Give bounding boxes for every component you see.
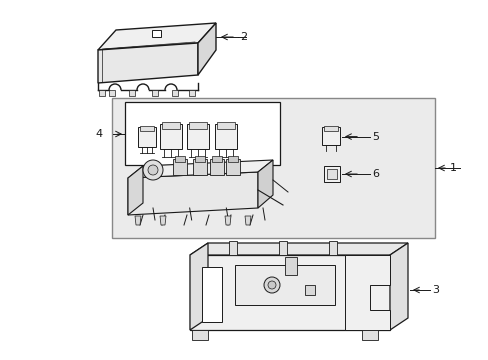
Polygon shape [224, 216, 230, 225]
Bar [112, 98, 434, 238]
Bar [195, 156, 204, 162]
Polygon shape [98, 43, 198, 83]
Polygon shape [128, 172, 258, 215]
Circle shape [148, 165, 158, 175]
Bar [189, 122, 206, 129]
Bar [305, 285, 314, 295]
Bar [138, 127, 156, 147]
Bar [173, 159, 186, 175]
Bar [328, 241, 336, 255]
Bar [125, 102, 280, 165]
Bar [99, 90, 105, 96]
Circle shape [142, 160, 163, 180]
Bar [189, 90, 195, 96]
Polygon shape [345, 255, 389, 330]
Polygon shape [128, 166, 142, 215]
Bar [109, 90, 115, 96]
Bar [152, 30, 161, 37]
Bar [152, 90, 158, 96]
Text: 6: 6 [371, 169, 378, 179]
Bar [323, 126, 338, 131]
Bar [279, 241, 286, 255]
Bar [285, 257, 296, 275]
Polygon shape [190, 243, 207, 330]
Text: 2: 2 [240, 32, 246, 42]
Bar [227, 156, 238, 162]
Bar [186, 124, 208, 149]
Polygon shape [198, 23, 216, 75]
Bar [175, 156, 184, 162]
Text: 5: 5 [371, 132, 378, 141]
Polygon shape [190, 243, 407, 255]
Circle shape [264, 277, 280, 293]
Bar [162, 122, 180, 129]
Bar [129, 90, 135, 96]
Bar [225, 159, 240, 175]
Polygon shape [244, 216, 250, 225]
Bar [140, 126, 154, 131]
Bar [209, 159, 224, 175]
Text: 3: 3 [431, 285, 438, 295]
Polygon shape [361, 330, 377, 340]
Polygon shape [98, 23, 216, 50]
Polygon shape [128, 160, 272, 178]
Bar [193, 159, 206, 175]
Polygon shape [258, 160, 272, 208]
Polygon shape [192, 330, 207, 340]
Bar [160, 124, 182, 149]
Bar [172, 90, 178, 96]
Bar [215, 124, 237, 149]
Bar [212, 156, 222, 162]
Bar [202, 267, 222, 322]
Bar [321, 127, 339, 145]
Bar [326, 169, 336, 179]
Bar [235, 265, 334, 305]
Polygon shape [160, 216, 165, 225]
Text: 4: 4 [96, 129, 103, 139]
Bar [228, 241, 237, 255]
Bar [324, 166, 339, 182]
Bar [217, 122, 234, 129]
Circle shape [267, 281, 275, 289]
Polygon shape [135, 216, 141, 225]
Polygon shape [389, 243, 407, 330]
Polygon shape [190, 255, 389, 330]
Text: 1: 1 [449, 163, 456, 173]
